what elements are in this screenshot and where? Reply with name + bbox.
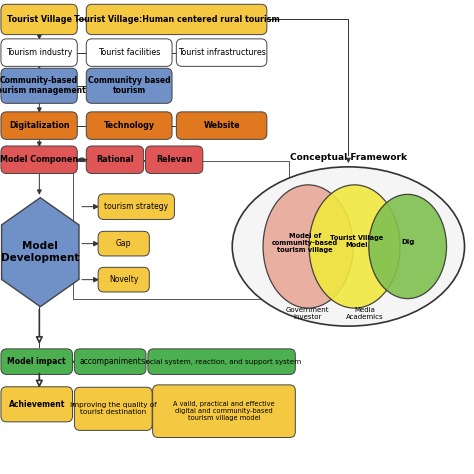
FancyBboxPatch shape [98, 231, 149, 256]
Text: Tourist infrastructures: Tourist infrastructures [178, 48, 265, 57]
FancyBboxPatch shape [1, 349, 73, 374]
Text: accompaniment: accompaniment [79, 357, 141, 366]
Text: Model impact: Model impact [8, 357, 66, 366]
Text: Communityy based
tourism: Communityy based tourism [88, 76, 171, 95]
FancyBboxPatch shape [86, 112, 172, 139]
Ellipse shape [309, 185, 400, 308]
FancyBboxPatch shape [146, 146, 203, 173]
FancyBboxPatch shape [1, 68, 77, 103]
FancyBboxPatch shape [74, 349, 146, 374]
Text: Model Componen: Model Componen [0, 155, 78, 164]
FancyBboxPatch shape [86, 68, 172, 103]
FancyBboxPatch shape [74, 387, 152, 430]
Text: Relevan: Relevan [156, 155, 192, 164]
Text: tourism strategy: tourism strategy [104, 202, 168, 211]
Text: Rational: Rational [96, 155, 134, 164]
FancyBboxPatch shape [98, 267, 149, 292]
Ellipse shape [369, 194, 447, 299]
Text: Website: Website [203, 121, 240, 130]
Text: Novelty: Novelty [109, 275, 138, 284]
FancyBboxPatch shape [1, 387, 73, 422]
Text: A valid, practical and effective
digital and community-based
tourism village mod: A valid, practical and effective digital… [173, 401, 275, 421]
FancyBboxPatch shape [1, 4, 77, 35]
FancyBboxPatch shape [86, 39, 172, 66]
FancyBboxPatch shape [1, 112, 77, 139]
Text: Media
Academics: Media Academics [346, 307, 384, 320]
Text: Government
Investor: Government Investor [285, 307, 329, 320]
Text: Technology: Technology [104, 121, 155, 130]
Text: Digitalization: Digitalization [9, 121, 69, 130]
Text: Tourist Village:Human centered rural tourism: Tourist Village:Human centered rural tou… [73, 15, 280, 24]
Ellipse shape [232, 167, 465, 326]
Text: Model of
community-based
tourism village: Model of community-based tourism village [272, 233, 338, 253]
Ellipse shape [263, 185, 353, 308]
Text: Social system, reaction, and support system: Social system, reaction, and support sys… [141, 359, 302, 365]
FancyBboxPatch shape [86, 146, 144, 173]
Text: Tourist Village
Model: Tourist Village Model [330, 235, 383, 248]
FancyBboxPatch shape [153, 385, 295, 438]
Text: Model
Development: Model Development [1, 241, 80, 263]
FancyBboxPatch shape [1, 146, 77, 173]
Text: Dig: Dig [401, 239, 414, 245]
Text: Community-based
tourism management: Community-based tourism management [0, 76, 85, 95]
FancyBboxPatch shape [176, 39, 267, 66]
Text: Tourist facilities: Tourist facilities [98, 48, 160, 57]
Text: Conceptual Framework: Conceptual Framework [290, 153, 407, 162]
FancyBboxPatch shape [1, 39, 77, 66]
Text: Gap: Gap [116, 239, 131, 248]
Text: Tourism industry: Tourism industry [6, 48, 73, 57]
FancyBboxPatch shape [86, 4, 267, 35]
Polygon shape [1, 198, 79, 307]
FancyBboxPatch shape [148, 349, 295, 374]
Text: Tourist Village: Tourist Village [7, 15, 72, 24]
FancyBboxPatch shape [176, 112, 267, 139]
FancyBboxPatch shape [98, 194, 174, 219]
Text: Achievement: Achievement [9, 400, 65, 409]
Text: Improving the quality of
tourist destination: Improving the quality of tourist destina… [70, 402, 156, 415]
